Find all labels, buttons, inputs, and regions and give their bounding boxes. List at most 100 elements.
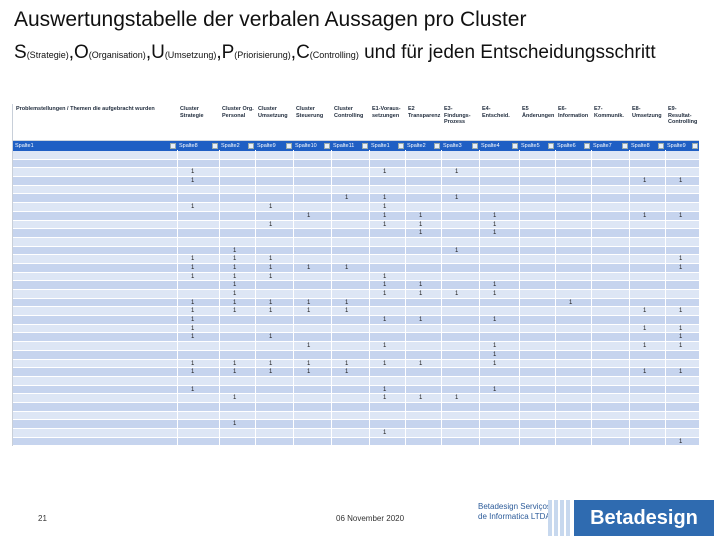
filter-dropdown-icon[interactable]	[434, 143, 440, 149]
filter-dropdown-icon[interactable]	[692, 143, 698, 149]
subtitle-subscript: (Umsetzung)	[164, 50, 217, 60]
table-cell: 1	[643, 178, 647, 185]
filter-cell[interactable]: Spalte4	[479, 141, 519, 151]
column-separator	[331, 150, 332, 446]
table-cell: 1	[345, 360, 349, 367]
subtitle-subscript: (Priorisierung)	[234, 50, 291, 60]
filter-dropdown-icon[interactable]	[170, 143, 176, 149]
table-row: 1 1 1 1	[13, 394, 699, 403]
filter-dropdown-icon[interactable]	[324, 143, 330, 149]
logo-stripes	[548, 500, 572, 536]
table-row: 1	[13, 437, 699, 447]
evaluation-table: Problemstellungen / Themen die aufgebrac…	[12, 104, 699, 447]
table-row: 1 1 1 1 1 1 1	[13, 307, 699, 317]
table-cell: 1	[419, 291, 423, 297]
table-row: 1	[13, 350, 699, 360]
table-cell: 1	[493, 282, 497, 289]
table-cell: 1	[455, 247, 459, 254]
table-cell: 1	[191, 273, 195, 280]
table-cell: 1	[191, 369, 195, 376]
filter-cell[interactable]: Spalte5	[519, 141, 555, 151]
table-cell: 1	[191, 360, 195, 367]
table-cell: 1	[269, 256, 273, 263]
column-separator	[293, 150, 294, 446]
filter-cell[interactable]: Spalte8	[629, 141, 665, 151]
filter-cell[interactable]: Spalte10	[293, 141, 331, 151]
filter-dropdown-icon[interactable]	[472, 143, 478, 149]
filter-dropdown-icon[interactable]	[512, 143, 518, 149]
table-cell: 1	[307, 308, 311, 315]
table-cell: 1	[383, 395, 387, 402]
subtitle-part: ,O	[68, 42, 89, 63]
column-separator	[665, 150, 666, 446]
filter-cell[interactable]: Spalte9	[255, 141, 293, 151]
filter-cell[interactable]: Spalte3	[441, 141, 479, 151]
table-cell: 1	[419, 282, 423, 289]
filter-dropdown-icon[interactable]	[622, 143, 628, 149]
filter-dropdown-icon[interactable]	[398, 143, 404, 149]
table-row: 1 1 1	[13, 333, 699, 343]
company-line-1: Betadesign Serviços	[478, 502, 551, 511]
table-cell: 1	[569, 299, 573, 306]
filter-dropdown-icon[interactable]	[584, 143, 590, 149]
filter-dropdown-icon[interactable]	[548, 143, 554, 149]
table-cell: 1	[345, 369, 349, 376]
filter-dropdown-icon[interactable]	[212, 143, 218, 149]
table-row: 1 1 1 1 1 1 1	[13, 368, 699, 377]
column-separator	[405, 150, 406, 446]
table-cell: 1	[455, 195, 459, 202]
table-cell: 1	[191, 204, 195, 211]
filter-label: Spalte11	[333, 143, 355, 149]
filter-cell[interactable]: Spalte9	[665, 141, 699, 151]
table-cell: 1	[191, 334, 195, 341]
subtitle-part: ,C	[290, 42, 310, 63]
table-cell: 1	[455, 169, 459, 176]
filter-label: Spalte1	[15, 143, 34, 149]
table-cell: 1	[307, 264, 311, 271]
table-cell: 1	[383, 273, 387, 280]
table-cell: 1	[493, 221, 497, 228]
column-header: Cluster Umsetzung	[258, 106, 288, 119]
filter-cell[interactable]: Spalte11	[331, 141, 369, 151]
table-row: 1	[13, 429, 699, 438]
column-header: E9-Resultat-Controlling	[668, 106, 698, 125]
table-cell: 1	[269, 334, 273, 341]
filter-cell[interactable]: Spalte1	[13, 141, 177, 151]
filter-dropdown-icon[interactable]	[286, 143, 292, 149]
filter-dropdown-icon[interactable]	[362, 143, 368, 149]
filter-cell[interactable]: Spalte2	[219, 141, 255, 151]
table-cell: 1	[307, 360, 311, 367]
filter-cell[interactable]: Spalte2	[405, 141, 441, 151]
column-header: Problemstellungen / Themen die aufgebrac…	[16, 106, 155, 112]
table-cell: 1	[679, 343, 683, 350]
table-cell: 1	[191, 325, 195, 332]
filter-label: Spalte10	[295, 143, 317, 149]
filter-dropdown-icon[interactable]	[248, 143, 254, 149]
filter-label: Spalte2	[407, 143, 426, 149]
table-row: 1 1 1 1	[13, 281, 699, 290]
filter-cell[interactable]: Spalte7	[591, 141, 629, 151]
column-separator	[479, 150, 480, 446]
table-row: 1 1 1	[13, 324, 699, 334]
table-cell: 1	[679, 369, 683, 376]
table-cell: 1	[643, 308, 647, 315]
filter-cell[interactable]: Spalte1	[369, 141, 405, 151]
column-separator	[591, 150, 592, 446]
table-cell: 1	[307, 212, 311, 219]
column-separator	[629, 150, 630, 446]
table-cell: 1	[383, 282, 387, 289]
table-cell: 1	[643, 325, 647, 332]
filter-cell[interactable]: Spalte8	[177, 141, 219, 151]
filter-dropdown-icon[interactable]	[658, 143, 664, 149]
table-cell: 1	[679, 325, 683, 332]
column-separator	[555, 150, 556, 446]
table-cell: 1	[191, 317, 195, 324]
table-row: 1 1 1	[13, 177, 699, 186]
column-separator	[255, 150, 256, 446]
table-cell: 1	[307, 343, 311, 350]
table-cell: 1	[233, 291, 237, 297]
table-cell: 1	[419, 317, 423, 324]
filter-cell[interactable]: Spalte6	[555, 141, 591, 151]
